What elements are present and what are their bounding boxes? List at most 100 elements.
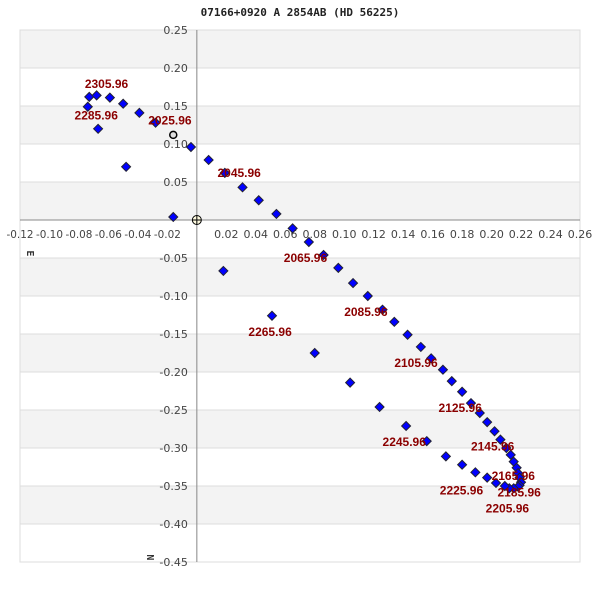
data-point bbox=[117, 98, 129, 109]
date-annotation: 2065.96 bbox=[284, 251, 328, 265]
x-tick-label: 0.22 bbox=[509, 228, 534, 241]
data-point bbox=[389, 316, 400, 328]
date-annotation: 2025.96 bbox=[148, 114, 192, 128]
data-point bbox=[421, 435, 432, 447]
grid-band bbox=[20, 106, 580, 144]
x-tick-label: 0.18 bbox=[450, 228, 475, 241]
grid-band bbox=[20, 30, 580, 68]
y-tick-label: 0.05 bbox=[163, 176, 188, 189]
data-point bbox=[465, 397, 477, 409]
data-point bbox=[505, 449, 516, 461]
data-point bbox=[456, 459, 468, 470]
data-point bbox=[481, 416, 493, 428]
data-point bbox=[218, 265, 229, 277]
y-tick-label: -0.30 bbox=[159, 442, 187, 455]
y-tick-label: 0.15 bbox=[163, 100, 188, 113]
data-point bbox=[440, 451, 452, 462]
data-point bbox=[271, 208, 282, 220]
x-tick-label: -0.10 bbox=[36, 228, 63, 241]
x-tick-label: 0.04 bbox=[244, 228, 269, 241]
data-point bbox=[253, 195, 264, 206]
data-point bbox=[168, 211, 179, 223]
data-point bbox=[347, 277, 359, 289]
data-point bbox=[415, 341, 427, 353]
grid-band bbox=[20, 334, 580, 372]
data-point bbox=[481, 472, 493, 483]
date-annotation: 2245.96 bbox=[383, 435, 427, 449]
data-point bbox=[309, 347, 320, 359]
data-point bbox=[490, 477, 502, 489]
data-point bbox=[237, 182, 248, 193]
y-tick-label: -0.45 bbox=[159, 556, 187, 569]
data-point bbox=[104, 92, 116, 103]
data-point bbox=[91, 90, 102, 101]
data-point bbox=[362, 290, 373, 302]
y-tick-label: -0.15 bbox=[159, 328, 187, 341]
grid-band bbox=[20, 258, 580, 296]
x-axis-label: E bbox=[24, 250, 35, 256]
date-annotation: 2145.96 bbox=[471, 440, 515, 454]
data-point bbox=[134, 107, 145, 119]
data-point bbox=[303, 236, 315, 248]
data-point bbox=[425, 353, 437, 364]
data-point bbox=[489, 426, 500, 437]
chart-title: 07166+0920 A 2854AB (HD 56225) bbox=[200, 6, 400, 19]
y-tick-label: -0.25 bbox=[159, 404, 187, 417]
data-point bbox=[377, 304, 388, 315]
y-axis-label: N bbox=[144, 554, 155, 560]
x-tick-label: 0.24 bbox=[538, 228, 563, 241]
data-point bbox=[495, 434, 506, 445]
date-annotation: 2185.96 bbox=[497, 486, 541, 500]
y-tick-label: 0.20 bbox=[163, 62, 188, 75]
data-point bbox=[150, 117, 161, 128]
x-tick-label: -0.12 bbox=[7, 228, 34, 241]
x-tick-label: -0.06 bbox=[95, 228, 122, 241]
x-tick-label: 0.20 bbox=[479, 228, 504, 241]
current-position-marker bbox=[169, 130, 178, 140]
date-annotation: 2085.96 bbox=[344, 305, 388, 319]
y-tick-label: -0.40 bbox=[159, 518, 187, 531]
data-point bbox=[437, 364, 449, 375]
y-tick-label: -0.10 bbox=[159, 290, 187, 303]
data-point bbox=[287, 223, 298, 234]
data-point bbox=[203, 154, 214, 166]
data-point bbox=[470, 467, 481, 478]
data-point bbox=[499, 480, 511, 492]
y-tick-label: -0.20 bbox=[159, 366, 187, 379]
x-tick-label: 0.16 bbox=[420, 228, 445, 241]
data-point bbox=[402, 329, 413, 340]
data-point bbox=[82, 101, 93, 112]
x-tick-label: 0.14 bbox=[391, 228, 416, 241]
date-annotation: 2045.96 bbox=[217, 166, 261, 180]
date-annotation: 2265.96 bbox=[248, 325, 292, 339]
data-point bbox=[185, 141, 197, 153]
date-annotation: 2285.96 bbox=[75, 108, 119, 122]
grid-band bbox=[20, 182, 580, 220]
data-point bbox=[446, 375, 457, 387]
data-point bbox=[120, 161, 132, 173]
date-annotation: 2225.96 bbox=[440, 483, 484, 497]
x-tick-label: 0.02 bbox=[214, 228, 239, 241]
x-tick-label: -0.04 bbox=[124, 228, 151, 241]
y-tick-label: 0.10 bbox=[163, 138, 188, 151]
x-tick-label: 0.08 bbox=[302, 228, 327, 241]
y-tick-label: -0.05 bbox=[159, 252, 187, 265]
data-point bbox=[501, 442, 512, 454]
y-tick-label: 0.25 bbox=[163, 24, 188, 37]
data-point bbox=[92, 123, 104, 135]
date-annotation: 2125.96 bbox=[439, 401, 483, 415]
data-point bbox=[400, 420, 412, 432]
data-point bbox=[456, 386, 468, 397]
data-point bbox=[344, 377, 356, 388]
data-point bbox=[374, 401, 385, 413]
grid-band bbox=[20, 410, 580, 448]
x-tick-label: 0.10 bbox=[332, 228, 357, 241]
date-annotation: 2105.96 bbox=[394, 356, 438, 370]
x-tick-label: -0.02 bbox=[154, 228, 181, 241]
date-annotation: 2305.96 bbox=[85, 77, 129, 91]
plot-border bbox=[19, 29, 581, 563]
data-point bbox=[474, 407, 485, 419]
date-annotation: 2165.96 bbox=[492, 469, 536, 483]
x-tick-label: 0.26 bbox=[568, 228, 593, 241]
